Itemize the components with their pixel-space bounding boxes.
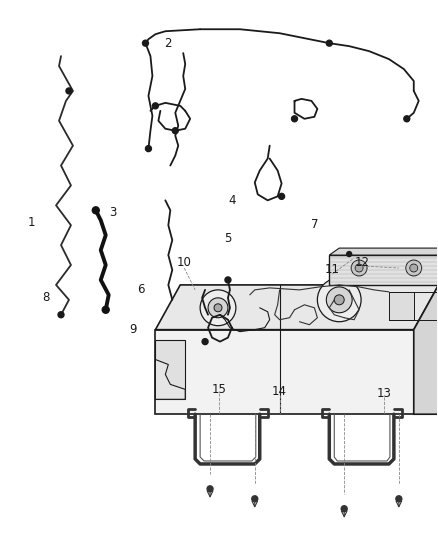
Circle shape <box>326 40 332 46</box>
Polygon shape <box>414 285 438 414</box>
Text: 14: 14 <box>272 385 287 398</box>
Circle shape <box>145 146 152 151</box>
Circle shape <box>200 290 236 326</box>
Circle shape <box>396 496 402 502</box>
Text: 15: 15 <box>212 383 226 396</box>
Polygon shape <box>329 255 438 285</box>
Circle shape <box>207 486 213 492</box>
Circle shape <box>92 207 99 214</box>
Circle shape <box>208 298 228 318</box>
Text: 12: 12 <box>355 255 370 269</box>
Text: 7: 7 <box>311 217 318 231</box>
Circle shape <box>404 116 410 122</box>
Text: 8: 8 <box>42 292 50 304</box>
Circle shape <box>66 88 72 94</box>
Circle shape <box>142 40 148 46</box>
Circle shape <box>292 116 297 122</box>
Text: 13: 13 <box>377 387 392 400</box>
Text: 11: 11 <box>325 263 340 277</box>
Polygon shape <box>155 360 185 399</box>
Circle shape <box>318 278 361 322</box>
Circle shape <box>152 103 159 109</box>
Circle shape <box>406 260 422 276</box>
Circle shape <box>410 264 418 272</box>
Text: 3: 3 <box>109 206 117 219</box>
Circle shape <box>351 260 367 276</box>
Text: 9: 9 <box>129 323 136 336</box>
Text: 6: 6 <box>137 284 144 296</box>
Circle shape <box>355 264 363 272</box>
Polygon shape <box>329 248 438 255</box>
Circle shape <box>279 193 285 199</box>
Circle shape <box>252 496 258 502</box>
Circle shape <box>326 287 352 313</box>
Circle shape <box>172 128 178 134</box>
Circle shape <box>58 312 64 318</box>
Polygon shape <box>155 285 438 330</box>
Text: 2: 2 <box>165 37 172 50</box>
Circle shape <box>341 506 347 512</box>
Circle shape <box>214 304 222 312</box>
Circle shape <box>334 295 344 305</box>
Text: 1: 1 <box>28 216 35 229</box>
Circle shape <box>347 252 352 256</box>
Circle shape <box>102 306 109 313</box>
Text: 5: 5 <box>224 232 232 245</box>
Polygon shape <box>389 292 414 320</box>
Circle shape <box>225 277 231 283</box>
Text: 4: 4 <box>228 194 236 207</box>
Circle shape <box>202 338 208 345</box>
Polygon shape <box>155 330 414 414</box>
Polygon shape <box>155 340 185 399</box>
Text: 10: 10 <box>177 255 192 269</box>
